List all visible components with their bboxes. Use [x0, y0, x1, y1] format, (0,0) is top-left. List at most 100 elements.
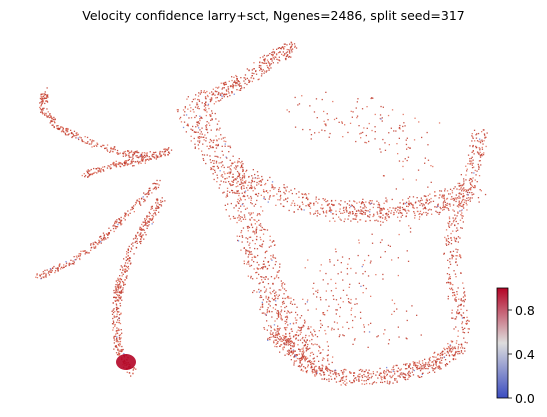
- data-point: [343, 371, 345, 373]
- data-point: [243, 260, 245, 262]
- data-point: [119, 219, 121, 222]
- data-point: [86, 170, 88, 172]
- data-point: [263, 191, 265, 193]
- data-point: [229, 172, 231, 175]
- data-point: [466, 189, 468, 191]
- data-point: [306, 357, 309, 359]
- data-point: [286, 200, 288, 203]
- data-point: [348, 212, 350, 214]
- data-point: [250, 182, 252, 184]
- data-point: [286, 342, 288, 344]
- data-point: [416, 365, 418, 367]
- data-point: [210, 161, 212, 164]
- data-point: [98, 168, 101, 170]
- data-point: [218, 91, 220, 94]
- data-point: [207, 131, 209, 134]
- data-point: [45, 273, 47, 275]
- data-point: [280, 318, 282, 320]
- data-point: [284, 310, 286, 312]
- data-point: [257, 192, 260, 195]
- data-point: [260, 296, 263, 298]
- data-point: [259, 69, 261, 72]
- data-point: [250, 184, 252, 186]
- data-point: [457, 182, 459, 185]
- data-point: [402, 113, 404, 116]
- data-point: [478, 153, 480, 155]
- data-point: [247, 261, 249, 263]
- data-point: [406, 205, 408, 207]
- data-point: [229, 94, 231, 97]
- data-point: [460, 347, 462, 349]
- data-point: [143, 152, 145, 154]
- data-point: [288, 111, 290, 113]
- data-point: [151, 192, 153, 194]
- data-point: [84, 253, 86, 255]
- data-point: [272, 62, 274, 64]
- data-point: [282, 282, 284, 284]
- data-point: [408, 210, 410, 212]
- data-point: [237, 240, 240, 242]
- data-point: [310, 367, 312, 369]
- data-point: [328, 305, 330, 307]
- data-point: [310, 326, 312, 328]
- data-point: [249, 265, 251, 267]
- data-point: [112, 311, 115, 314]
- data-point: [311, 351, 313, 354]
- data-point: [115, 291, 117, 293]
- data-point: [124, 160, 126, 162]
- data-point: [176, 109, 178, 111]
- data-point: [211, 94, 213, 96]
- data-point: [383, 175, 385, 177]
- data-point: [332, 373, 334, 375]
- data-point: [81, 139, 83, 141]
- data-point: [310, 134, 313, 136]
- data-point: [127, 265, 129, 268]
- data-point: [386, 213, 388, 215]
- data-point: [197, 140, 199, 142]
- data-point: [89, 139, 91, 141]
- data-point: [291, 330, 293, 332]
- data-point: [241, 236, 244, 238]
- data-point: [425, 363, 427, 366]
- data-point: [423, 211, 425, 214]
- data-point: [254, 256, 257, 258]
- data-point: [270, 258, 272, 260]
- data-point: [148, 220, 150, 223]
- data-point: [239, 218, 241, 220]
- data-point: [355, 377, 357, 379]
- data-point: [381, 239, 383, 241]
- data-point: [451, 354, 453, 356]
- data-point: [457, 348, 459, 350]
- data-point: [309, 347, 311, 349]
- data-point: [240, 186, 243, 188]
- data-point: [406, 250, 408, 252]
- data-point: [460, 188, 462, 190]
- data-point: [226, 96, 229, 98]
- data-point: [269, 176, 271, 179]
- data-point: [111, 313, 114, 315]
- data-point: [153, 156, 155, 158]
- data-point: [153, 152, 155, 154]
- data-point: [117, 349, 119, 351]
- data-point: [318, 350, 320, 352]
- data-point: [412, 367, 414, 369]
- data-point: [235, 74, 237, 77]
- data-point: [463, 292, 465, 294]
- data-point: [277, 59, 279, 61]
- data-point: [374, 131, 376, 133]
- data-point: [286, 350, 289, 352]
- data-point: [245, 180, 247, 182]
- data-point: [311, 369, 314, 371]
- data-point: [421, 365, 423, 367]
- data-point: [92, 243, 94, 246]
- data-point: [313, 367, 315, 369]
- data-point: [107, 234, 109, 236]
- data-point: [460, 299, 462, 301]
- data-point: [373, 203, 375, 205]
- data-point: [432, 361, 434, 363]
- data-point: [326, 369, 328, 371]
- data-point: [247, 184, 249, 187]
- data-point: [356, 303, 358, 305]
- data-point: [113, 339, 116, 341]
- data-point: [145, 224, 147, 226]
